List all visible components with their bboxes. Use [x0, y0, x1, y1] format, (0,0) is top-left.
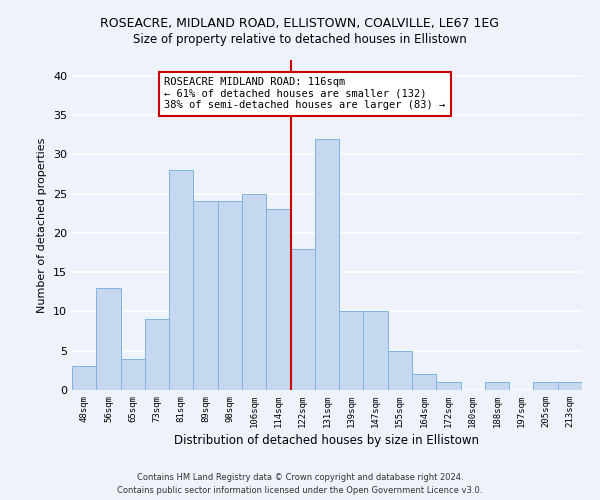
Bar [558, 382, 582, 390]
Bar [96, 288, 121, 390]
Bar [218, 202, 242, 390]
Bar [436, 382, 461, 390]
Bar [485, 382, 509, 390]
Bar [72, 366, 96, 390]
Bar [145, 320, 169, 390]
Text: ROSEACRE, MIDLAND ROAD, ELLISTOWN, COALVILLE, LE67 1EG: ROSEACRE, MIDLAND ROAD, ELLISTOWN, COALV… [101, 18, 499, 30]
Bar [388, 350, 412, 390]
Bar [533, 382, 558, 390]
Bar [193, 202, 218, 390]
Bar [121, 358, 145, 390]
Bar [266, 210, 290, 390]
Bar [315, 138, 339, 390]
Bar [169, 170, 193, 390]
X-axis label: Distribution of detached houses by size in Ellistown: Distribution of detached houses by size … [175, 434, 479, 447]
Bar [412, 374, 436, 390]
Text: Contains HM Land Registry data © Crown copyright and database right 2024.
Contai: Contains HM Land Registry data © Crown c… [118, 474, 482, 495]
Bar [364, 312, 388, 390]
Bar [339, 312, 364, 390]
Bar [290, 248, 315, 390]
Y-axis label: Number of detached properties: Number of detached properties [37, 138, 47, 312]
Text: ROSEACRE MIDLAND ROAD: 116sqm
← 61% of detached houses are smaller (132)
38% of : ROSEACRE MIDLAND ROAD: 116sqm ← 61% of d… [164, 78, 446, 110]
Bar [242, 194, 266, 390]
Text: Size of property relative to detached houses in Ellistown: Size of property relative to detached ho… [133, 32, 467, 46]
